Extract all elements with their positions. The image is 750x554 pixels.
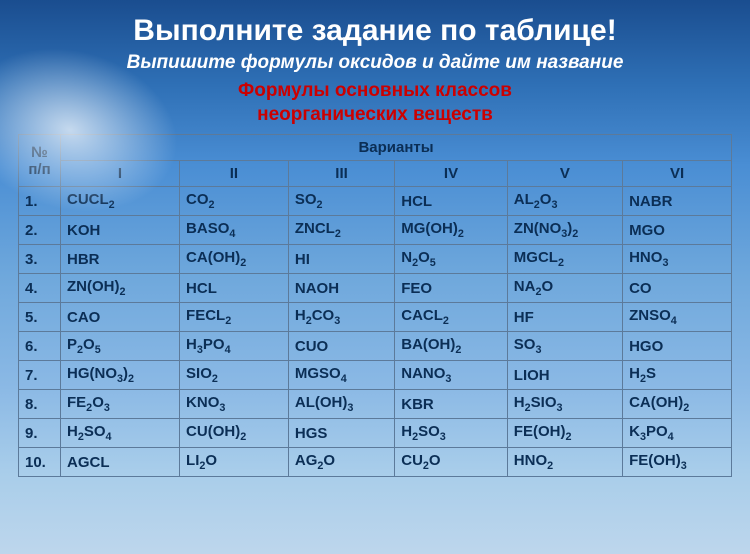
- formula-cell: CA(OH)2: [623, 390, 732, 419]
- table-row: 10.AGCLLI2OAG2OCU2OHNO2FE(OH)3: [19, 448, 732, 477]
- table-row: 3.HBRCA(OH)2HIN2O5MGCL2HNO3: [19, 245, 732, 274]
- formula-cell: H2SIO3: [507, 390, 622, 419]
- column-header-row: I II III IV V VI: [19, 161, 732, 187]
- formula-cell: HNO3: [623, 245, 732, 274]
- row-number: 8.: [19, 390, 61, 419]
- formula-cell: HG(NO3)2: [61, 361, 180, 390]
- formula-cell: LIOH: [507, 361, 622, 390]
- formula-cell: H2S: [623, 361, 732, 390]
- col-IV: IV: [395, 161, 508, 187]
- row-number: 7.: [19, 361, 61, 390]
- table-row: 9.H2SO4CU(OH)2HGSH2SO3FE(OH)2K3PO4: [19, 419, 732, 448]
- formula-cell: H3PO4: [180, 332, 289, 361]
- formula-cell: BA(OH)2: [395, 332, 508, 361]
- row-number: 2.: [19, 216, 61, 245]
- row-number: 1.: [19, 187, 61, 216]
- row-number: 4.: [19, 274, 61, 303]
- formula-cell: BASO4: [180, 216, 289, 245]
- formula-cell: H2SO3: [395, 419, 508, 448]
- formula-cell: SIO2: [180, 361, 289, 390]
- table-row: 1.CUCL2CO2SO2HCLAL2O3NABR: [19, 187, 732, 216]
- formula-cell: ZN(OH)2: [61, 274, 180, 303]
- formula-cell: FECL2: [180, 303, 289, 332]
- table-row: 4.ZN(OH)2HCLNAOHFEONA2OCO: [19, 274, 732, 303]
- page-title: Выполните задание по таблице!: [18, 14, 732, 48]
- formula-cell: H2SO4: [61, 419, 180, 448]
- formula-cell: P2O5: [61, 332, 180, 361]
- formula-cell: HI: [288, 245, 394, 274]
- table-row: 6.P2O5H3PO4CUOBA(OH)2SO3HGO: [19, 332, 732, 361]
- formula-cell: CUCL2: [61, 187, 180, 216]
- formula-cell: HCL: [180, 274, 289, 303]
- formula-cell: CU2O: [395, 448, 508, 477]
- page-subtitle: Выпишите формулы оксидов и дайте им назв…: [18, 52, 732, 74]
- row-number: 10.: [19, 448, 61, 477]
- formula-cell: CACL2: [395, 303, 508, 332]
- formula-cell: KBR: [395, 390, 508, 419]
- formula-cell: AG2O: [288, 448, 394, 477]
- formula-cell: KNO3: [180, 390, 289, 419]
- formula-cell: CO: [623, 274, 732, 303]
- formula-table: №п/п Варианты I II III IV V VI 1.CUCL2CO…: [18, 134, 732, 477]
- formula-cell: MGO: [623, 216, 732, 245]
- formula-cell: HF: [507, 303, 622, 332]
- row-number: 5.: [19, 303, 61, 332]
- table-row: 7.HG(NO3)2SIO2MGSO4NANO3LIOHH2S: [19, 361, 732, 390]
- row-number: 9.: [19, 419, 61, 448]
- formula-cell: AL(OH)3: [288, 390, 394, 419]
- corner-header: №п/п: [19, 135, 61, 187]
- row-number: 3.: [19, 245, 61, 274]
- formula-cell: NA2O: [507, 274, 622, 303]
- formula-cell: HCL: [395, 187, 508, 216]
- formula-cell: FE2O3: [61, 390, 180, 419]
- row-number: 6.: [19, 332, 61, 361]
- variants-header: Варианты: [61, 135, 732, 161]
- formula-cell: SO2: [288, 187, 394, 216]
- formula-cell: CUO: [288, 332, 394, 361]
- formula-cell: HGS: [288, 419, 394, 448]
- formula-cell: AGCL: [61, 448, 180, 477]
- formula-cell: NABR: [623, 187, 732, 216]
- formula-cell: HGO: [623, 332, 732, 361]
- formula-cell: AL2O3: [507, 187, 622, 216]
- col-V: V: [507, 161, 622, 187]
- formula-cell: MGSO4: [288, 361, 394, 390]
- formula-cell: KOH: [61, 216, 180, 245]
- formula-cell: CA(OH)2: [180, 245, 289, 274]
- formula-cell: NANO3: [395, 361, 508, 390]
- formula-cell: ZNCL2: [288, 216, 394, 245]
- formula-cell: ZN(NO3)2: [507, 216, 622, 245]
- formula-cell: CAO: [61, 303, 180, 332]
- formula-cell: SO3: [507, 332, 622, 361]
- formula-cell: H2CO3: [288, 303, 394, 332]
- formula-cell: N2O5: [395, 245, 508, 274]
- formula-cell: ZNSO4: [623, 303, 732, 332]
- formula-cell: HNO2: [507, 448, 622, 477]
- formula-cell: CU(OH)2: [180, 419, 289, 448]
- formula-cell: K3PO4: [623, 419, 732, 448]
- col-VI: VI: [623, 161, 732, 187]
- col-II: II: [180, 161, 289, 187]
- red-line-1: Формулы основных классов: [18, 80, 732, 102]
- table-row: 2.KOHBASO4ZNCL2MG(OH)2ZN(NO3)2MGO: [19, 216, 732, 245]
- col-I: I: [61, 161, 180, 187]
- formula-cell: MG(OH)2: [395, 216, 508, 245]
- formula-cell: HBR: [61, 245, 180, 274]
- table-row: 5.CAOFECL2H2CO3CACL2HFZNSO4: [19, 303, 732, 332]
- formula-cell: LI2O: [180, 448, 289, 477]
- table-row: 8.FE2O3KNO3AL(OH)3KBRH2SIO3CA(OH)2: [19, 390, 732, 419]
- formula-cell: FE(OH)3: [623, 448, 732, 477]
- formula-cell: NAOH: [288, 274, 394, 303]
- formula-cell: FEO: [395, 274, 508, 303]
- formula-cell: CO2: [180, 187, 289, 216]
- formula-cell: MGCL2: [507, 245, 622, 274]
- formula-cell: FE(OH)2: [507, 419, 622, 448]
- col-III: III: [288, 161, 394, 187]
- red-line-2: неорганических веществ: [18, 104, 732, 126]
